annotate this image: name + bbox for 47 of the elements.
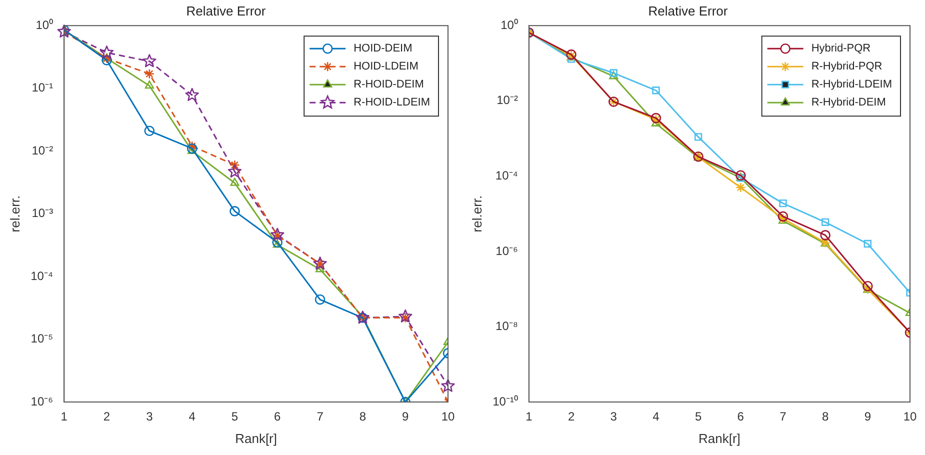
x-tick-label: 3	[610, 410, 618, 424]
legend-label: Hybrid-PQR	[811, 42, 871, 55]
y-axis-title: rel.err.	[469, 195, 484, 232]
y-axis-title: rel.err.	[7, 195, 22, 232]
y-tick-label: 10⁻²	[32, 143, 54, 158]
x-tick-label: 8	[359, 410, 366, 424]
y-tick-label: 10⁻²	[496, 93, 518, 108]
x-tick-label: 10	[903, 410, 917, 424]
x-tick-label: 4	[188, 410, 196, 424]
legend-label: R-Hybrid-LDEIM	[811, 78, 892, 91]
x-axis-title: Rank[r]	[235, 430, 278, 446]
legend-label: R-HOID-DEIM	[354, 78, 424, 91]
y-tick-label: 10⁻⁵	[30, 332, 54, 346]
x-tick-label: 5	[694, 410, 702, 424]
x-axis-title: Rank[r]	[698, 430, 740, 446]
x-tick-label: 4	[652, 410, 660, 424]
x-tick-label: 7	[780, 410, 787, 424]
chart-title: Relative Error	[186, 3, 266, 18]
legend-label: HOID-DEIM	[354, 42, 412, 55]
x-tick-label: 3	[146, 410, 154, 424]
y-tick-label: 10⁻¹⁰	[492, 394, 518, 408]
y-tick-label: 10⁻¹	[32, 80, 54, 95]
legend-label: R-Hybrid-PQR	[811, 60, 882, 73]
x-tick-label: 10	[441, 410, 455, 424]
y-tick-label: 10⁻³	[32, 206, 54, 220]
legend-label: R-Hybrid-DEIM	[811, 96, 886, 109]
x-tick-label: 9	[864, 410, 872, 424]
x-tick-label: 6	[737, 410, 744, 424]
x-tick-label: 8	[822, 410, 829, 424]
y-tick-label: 10⁰	[36, 18, 54, 32]
y-tick-label: 10⁻⁶	[30, 394, 54, 408]
x-tick-label: 9	[402, 410, 409, 424]
x-tick-label: 1	[60, 410, 68, 424]
y-tick-label: 10⁻⁴	[495, 168, 518, 182]
x-tick-label: 1	[526, 410, 533, 424]
y-tick-label: 10⁻⁸	[496, 319, 518, 334]
y-tick-label: 10⁻⁴	[30, 268, 54, 283]
chart-title: Relative Error	[648, 3, 728, 18]
x-tick-label: 7	[316, 410, 324, 424]
x-tick-label: 2	[103, 410, 110, 424]
legend-label: R-HOID-LDEIM	[354, 96, 430, 109]
x-tick-label: 6	[274, 410, 282, 424]
y-tick-label: 10⁻⁶	[496, 244, 518, 258]
x-tick-label: 2	[568, 410, 575, 424]
y-tick-label: 10⁰	[500, 18, 518, 32]
legend-label: HOID-LDEIM	[354, 60, 418, 73]
x-tick-label: 5	[231, 410, 238, 424]
